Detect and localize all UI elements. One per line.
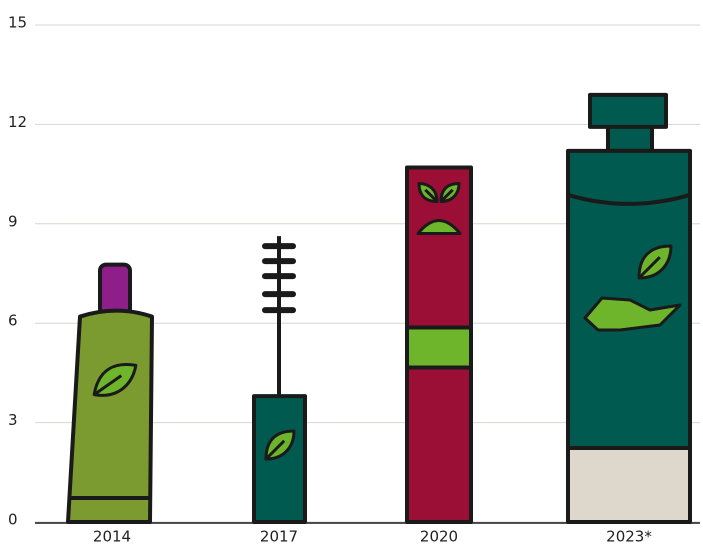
y-tick-label: 12 [8,113,27,131]
x-tick-label: 2023* [606,528,652,546]
base [568,448,690,522]
bottle-cap [590,95,666,127]
y-tick-label: 0 [8,511,18,529]
x-tick-label: 2020 [420,528,458,546]
y-tick-label: 15 [8,14,27,32]
tube-cap [100,265,130,315]
x-tick-label: 2017 [260,528,298,546]
y-tick-label: 6 [8,312,18,330]
chart: 0 3 6 9 12 15 2014 2017 2020 2023* [0,0,703,546]
band [407,327,471,367]
y-tick-label: 3 [8,411,18,429]
y-tick-label: 9 [8,212,18,230]
bar [68,311,152,522]
x-tick-label: 2014 [93,528,131,546]
bar [254,396,305,522]
